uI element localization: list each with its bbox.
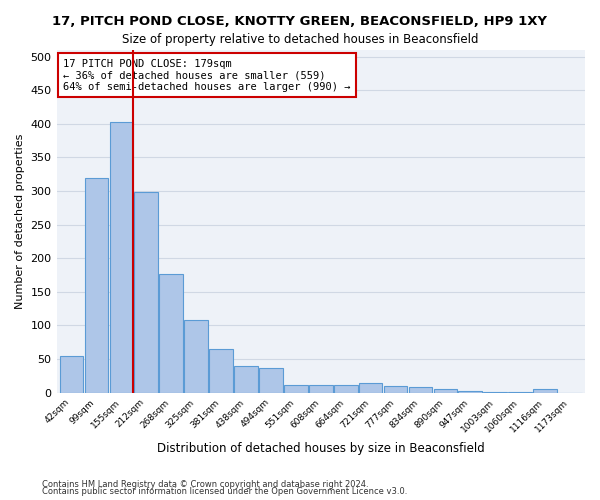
Text: Size of property relative to detached houses in Beaconsfield: Size of property relative to detached ho… [122, 32, 478, 46]
Bar [184, 320, 208, 392]
Bar [359, 382, 382, 392]
Bar [533, 388, 557, 392]
Bar [134, 192, 158, 392]
Bar [409, 388, 433, 392]
Text: Contains HM Land Registry data © Crown copyright and database right 2024.: Contains HM Land Registry data © Crown c… [42, 480, 368, 489]
Bar [110, 122, 133, 392]
Bar [160, 274, 183, 392]
Bar [209, 349, 233, 393]
Text: 17 PITCH POND CLOSE: 179sqm
← 36% of detached houses are smaller (559)
64% of se: 17 PITCH POND CLOSE: 179sqm ← 36% of det… [63, 58, 350, 92]
X-axis label: Distribution of detached houses by size in Beaconsfield: Distribution of detached houses by size … [157, 442, 485, 455]
Bar [284, 384, 308, 392]
Bar [309, 386, 332, 392]
Bar [458, 390, 482, 392]
Bar [234, 366, 258, 392]
Bar [59, 356, 83, 393]
Bar [434, 390, 457, 392]
Bar [384, 386, 407, 392]
Bar [259, 368, 283, 392]
Text: 17, PITCH POND CLOSE, KNOTTY GREEN, BEACONSFIELD, HP9 1XY: 17, PITCH POND CLOSE, KNOTTY GREEN, BEAC… [53, 15, 548, 28]
Bar [85, 178, 108, 392]
Bar [334, 386, 358, 392]
Text: Contains public sector information licensed under the Open Government Licence v3: Contains public sector information licen… [42, 487, 407, 496]
Y-axis label: Number of detached properties: Number of detached properties [15, 134, 25, 309]
